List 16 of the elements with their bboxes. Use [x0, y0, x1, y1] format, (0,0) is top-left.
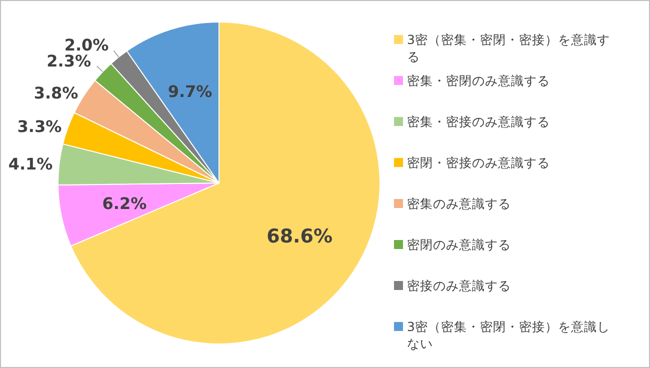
data-label: 68.6% — [266, 225, 333, 248]
legend-label: 密集・密閉のみ意識する — [407, 72, 551, 89]
legend-label: 密閉のみ意識する — [407, 236, 512, 253]
data-label: 4.1% — [8, 154, 53, 174]
data-label: 3.8% — [34, 83, 78, 102]
legend-label: 3密（密集・密閉・密接）を意識する — [407, 31, 611, 65]
legend-label: 3密（密集・密閉・密接）を意識しない — [407, 318, 611, 352]
data-label: 9.7% — [168, 82, 212, 101]
legend-label: 密集・密接のみ意識する — [407, 113, 551, 130]
data-label: 2.0% — [64, 35, 109, 54]
legend-label: 密接のみ意識する — [407, 277, 512, 294]
legend-label: 密集のみ意識する — [407, 195, 512, 212]
legend-label: 密閉・密接のみ意識する — [407, 154, 551, 171]
data-label: 3.3% — [17, 116, 62, 136]
data-label: 2.3% — [46, 52, 92, 71]
data-label: 6.2% — [102, 194, 147, 213]
